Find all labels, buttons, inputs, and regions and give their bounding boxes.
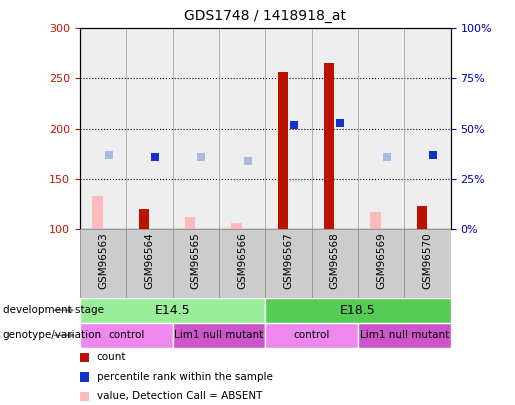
- Bar: [231, 223, 242, 229]
- Text: GSM96565: GSM96565: [191, 232, 201, 289]
- Bar: [92, 196, 102, 229]
- Bar: [265, 298, 451, 323]
- Bar: [80, 229, 126, 298]
- Text: GSM96570: GSM96570: [422, 232, 433, 289]
- Text: GSM96566: GSM96566: [237, 232, 247, 289]
- Bar: [219, 229, 265, 298]
- Bar: [126, 229, 173, 298]
- Text: genotype/variation: genotype/variation: [3, 330, 101, 340]
- Text: development stage: development stage: [3, 305, 104, 315]
- Text: GSM96563: GSM96563: [98, 232, 108, 289]
- Text: GSM96564: GSM96564: [144, 232, 154, 289]
- Title: GDS1748 / 1418918_at: GDS1748 / 1418918_at: [184, 9, 346, 23]
- Bar: [265, 323, 358, 348]
- Bar: [265, 229, 312, 298]
- Bar: [358, 323, 451, 348]
- Text: E14.5: E14.5: [154, 304, 191, 317]
- Bar: [80, 323, 173, 348]
- Text: control: control: [108, 330, 144, 340]
- Text: E18.5: E18.5: [340, 304, 376, 317]
- Text: value, Detection Call = ABSENT: value, Detection Call = ABSENT: [97, 391, 262, 401]
- Bar: [173, 323, 265, 348]
- Bar: [80, 298, 265, 323]
- Bar: [358, 229, 404, 298]
- Bar: [324, 64, 334, 229]
- Text: GSM96569: GSM96569: [376, 232, 386, 289]
- Text: count: count: [97, 352, 126, 362]
- Bar: [278, 72, 288, 229]
- Bar: [370, 212, 381, 229]
- Bar: [404, 229, 451, 298]
- Text: percentile rank within the sample: percentile rank within the sample: [97, 372, 273, 382]
- Text: Lim1 null mutant: Lim1 null mutant: [359, 330, 449, 340]
- Bar: [139, 209, 149, 229]
- Text: Lim1 null mutant: Lim1 null mutant: [174, 330, 264, 340]
- Text: GSM96567: GSM96567: [283, 232, 294, 289]
- Text: control: control: [294, 330, 330, 340]
- Bar: [173, 229, 219, 298]
- Bar: [185, 217, 195, 229]
- Text: GSM96568: GSM96568: [330, 232, 340, 289]
- Bar: [312, 229, 358, 298]
- Bar: [417, 206, 427, 229]
